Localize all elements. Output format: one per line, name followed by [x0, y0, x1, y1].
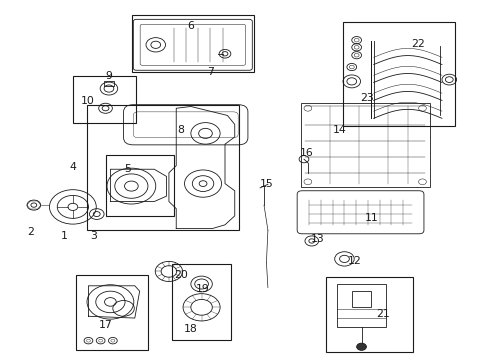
Bar	[132, 15, 254, 72]
Text: 2: 2	[27, 227, 34, 237]
Text: 14: 14	[332, 125, 346, 135]
Text: 9: 9	[105, 71, 112, 81]
Text: 5: 5	[124, 164, 131, 174]
Text: 13: 13	[310, 234, 324, 244]
Text: 10: 10	[81, 96, 94, 106]
Bar	[326, 277, 412, 352]
Text: 22: 22	[410, 39, 424, 49]
Circle shape	[356, 343, 366, 350]
Text: 16: 16	[299, 148, 313, 158]
Bar	[172, 264, 230, 339]
Text: 15: 15	[259, 179, 273, 189]
Text: 21: 21	[376, 310, 389, 319]
Text: 11: 11	[364, 213, 377, 222]
Bar	[336, 284, 385, 327]
Bar	[104, 81, 114, 86]
Bar	[87, 105, 238, 230]
Text: 20: 20	[174, 270, 188, 280]
Text: 19: 19	[196, 284, 209, 294]
Bar	[73, 76, 136, 123]
Text: 8: 8	[177, 125, 184, 135]
Bar	[351, 291, 370, 307]
Text: 17: 17	[99, 320, 112, 330]
Text: 4: 4	[69, 162, 76, 172]
Bar	[343, 22, 454, 126]
Bar	[76, 275, 148, 350]
Text: 7: 7	[206, 67, 213, 77]
Text: 18: 18	[183, 324, 197, 334]
Text: 23: 23	[360, 93, 373, 103]
Text: 3: 3	[90, 231, 97, 240]
Bar	[105, 155, 173, 216]
Text: 12: 12	[346, 256, 360, 266]
Bar	[300, 103, 429, 187]
Text: 6: 6	[187, 21, 194, 31]
Text: 1: 1	[61, 231, 67, 240]
